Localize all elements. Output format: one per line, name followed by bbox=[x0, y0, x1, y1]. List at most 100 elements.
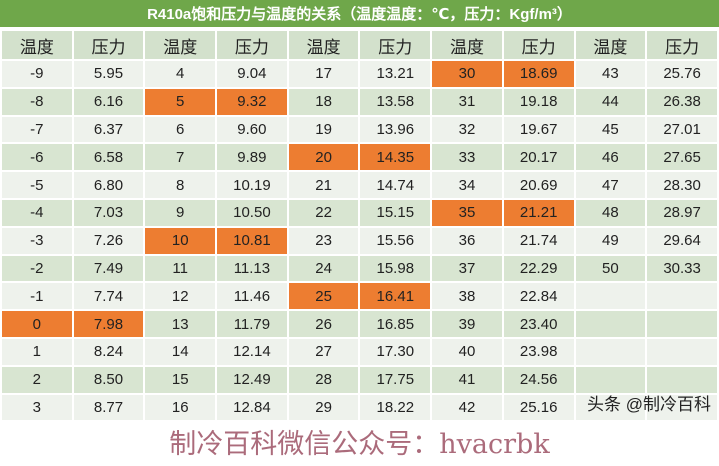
watermark: 制冷百科微信公众号：hvacrbk bbox=[169, 429, 550, 461]
pressure-cell: 18.22 bbox=[358, 392, 433, 423]
temperature-cell: 47 bbox=[573, 170, 648, 200]
pressure-cell: 13.58 bbox=[358, 86, 433, 117]
pressure-cell: 7.49 bbox=[71, 253, 146, 284]
pressure-cell: 23.98 bbox=[501, 336, 576, 367]
temperature-cell: 24 bbox=[286, 253, 361, 284]
header-temperature: 温度 bbox=[0, 29, 74, 61]
header-row: 温度 压力 温度 压力 温度 压力 温度 压力 温度 压力 bbox=[0, 29, 719, 61]
pressure-cell: 26.38 bbox=[645, 86, 719, 117]
temperature-cell: -5 bbox=[0, 170, 74, 200]
pressure-cell: 15.98 bbox=[358, 253, 433, 284]
temperature-cell: 46 bbox=[573, 142, 648, 173]
temperature-cell: 15 bbox=[143, 364, 218, 395]
pressure-cell: 30.33 bbox=[645, 253, 719, 284]
pressure-cell bbox=[645, 336, 719, 367]
temperature-cell: 26 bbox=[286, 309, 361, 339]
pressure-cell: 20.17 bbox=[501, 142, 576, 173]
pressure-cell bbox=[645, 364, 719, 395]
temperature-cell: 20 bbox=[286, 142, 361, 173]
temperature-cell: 48 bbox=[573, 197, 648, 228]
temperature-cell: 37 bbox=[430, 253, 504, 284]
temperature-cell: 17 bbox=[286, 59, 361, 89]
temperature-cell: 21 bbox=[286, 170, 361, 200]
table-row: -8 6.16 5 9.32 18 13.58 31 19.18 44 26.38 bbox=[0, 86, 719, 117]
temperature-cell: 42 bbox=[430, 392, 504, 423]
table-row: -6 6.58 7 9.89 20 14.35 33 20.17 46 27.65 bbox=[0, 142, 719, 173]
temperature-cell: 32 bbox=[430, 114, 504, 145]
pressure-cell: 10.19 bbox=[215, 170, 289, 200]
pressure-cell: 16.41 bbox=[358, 281, 433, 312]
table-row: -3 7.26 10 10.81 23 15.56 36 21.74 49 29.64 bbox=[0, 225, 719, 256]
temperature-cell: 13 bbox=[143, 309, 218, 339]
pressure-cell: 25.16 bbox=[501, 392, 576, 423]
pressure-cell: 29.64 bbox=[645, 225, 719, 256]
temperature-cell: 33 bbox=[430, 142, 504, 173]
temperature-cell: 11 bbox=[143, 253, 218, 284]
temperature-cell: -2 bbox=[0, 253, 74, 284]
pressure-cell: 16.85 bbox=[358, 309, 433, 339]
table-row: 2 8.50 15 12.49 28 17.75 41 24.56 bbox=[0, 364, 719, 395]
pressure-cell bbox=[645, 392, 719, 423]
temperature-cell: 27 bbox=[286, 336, 361, 367]
header-temperature: 温度 bbox=[143, 29, 218, 61]
pressure-cell: 7.98 bbox=[71, 309, 146, 339]
pressure-cell: 14.35 bbox=[358, 142, 433, 173]
temperature-cell: 25 bbox=[286, 281, 361, 312]
header-temperature: 温度 bbox=[573, 29, 648, 61]
temperature-cell: 16 bbox=[143, 392, 218, 423]
pressure-cell: 11.13 bbox=[215, 253, 289, 284]
pressure-cell: 21.74 bbox=[501, 225, 576, 256]
pressure-cell: 21.21 bbox=[501, 197, 576, 228]
temperature-cell: 12 bbox=[143, 281, 218, 312]
pressure-cell: 6.37 bbox=[71, 114, 146, 145]
temperature-cell: 9 bbox=[143, 197, 218, 228]
pressure-cell bbox=[645, 281, 719, 312]
temperature-cell: -8 bbox=[0, 86, 74, 117]
temperature-cell: 19 bbox=[286, 114, 361, 145]
pressure-cell: 6.16 bbox=[71, 86, 146, 117]
temperature-cell: 7 bbox=[143, 142, 218, 173]
pressure-cell: 28.30 bbox=[645, 170, 719, 200]
table-row: -2 7.49 11 11.13 24 15.98 37 22.29 50 30.33 bbox=[0, 253, 719, 284]
pressure-cell: 15.56 bbox=[358, 225, 433, 256]
temperature-cell: 35 bbox=[430, 197, 504, 228]
temperature-cell: 2 bbox=[0, 364, 74, 395]
temperature-cell: 28 bbox=[286, 364, 361, 395]
temperature-cell: 44 bbox=[573, 86, 648, 117]
pressure-cell: 15.15 bbox=[358, 197, 433, 228]
temperature-cell bbox=[573, 336, 648, 367]
pressure-cell: 23.40 bbox=[501, 309, 576, 339]
temperature-cell: 1 bbox=[0, 336, 74, 367]
pressure-cell: 9.89 bbox=[215, 142, 289, 173]
header-temperature: 温度 bbox=[286, 29, 361, 61]
pressure-cell: 12.84 bbox=[215, 392, 289, 423]
header-pressure: 压力 bbox=[215, 29, 289, 61]
pressure-cell: 11.46 bbox=[215, 281, 289, 312]
pressure-cell: 12.14 bbox=[215, 336, 289, 367]
table-row: 0 7.98 13 11.79 26 16.85 39 23.40 bbox=[0, 309, 719, 339]
pressure-cell: 12.49 bbox=[215, 364, 289, 395]
pressure-cell: 27.01 bbox=[645, 114, 719, 145]
temperature-cell bbox=[573, 392, 648, 423]
pressure-cell: 11.79 bbox=[215, 309, 289, 339]
table-row: 3 8.77 16 12.84 29 18.22 42 25.16 bbox=[0, 392, 719, 423]
temperature-cell: -9 bbox=[0, 59, 74, 89]
table-row: 1 8.24 14 12.14 27 17.30 40 23.98 bbox=[0, 336, 719, 367]
pressure-cell: 7.74 bbox=[71, 281, 146, 312]
temperature-cell: 8 bbox=[143, 170, 218, 200]
pressure-cell: 19.18 bbox=[501, 86, 576, 117]
pressure-cell: 13.21 bbox=[358, 59, 433, 89]
temperature-cell: 34 bbox=[430, 170, 504, 200]
header-pressure: 压力 bbox=[645, 29, 719, 61]
temperature-cell: -6 bbox=[0, 142, 74, 173]
temperature-cell: 41 bbox=[430, 364, 504, 395]
pressure-cell: 28.97 bbox=[645, 197, 719, 228]
temperature-cell: 40 bbox=[430, 336, 504, 367]
pressure-cell: 7.03 bbox=[71, 197, 146, 228]
pressure-cell: 14.74 bbox=[358, 170, 433, 200]
temperature-cell: -3 bbox=[0, 225, 74, 256]
temperature-cell: 45 bbox=[573, 114, 648, 145]
temperature-cell: 29 bbox=[286, 392, 361, 423]
header-pressure: 压力 bbox=[358, 29, 433, 61]
table-row: -5 6.80 8 10.19 21 14.74 34 20.69 47 28.30 bbox=[0, 170, 719, 200]
